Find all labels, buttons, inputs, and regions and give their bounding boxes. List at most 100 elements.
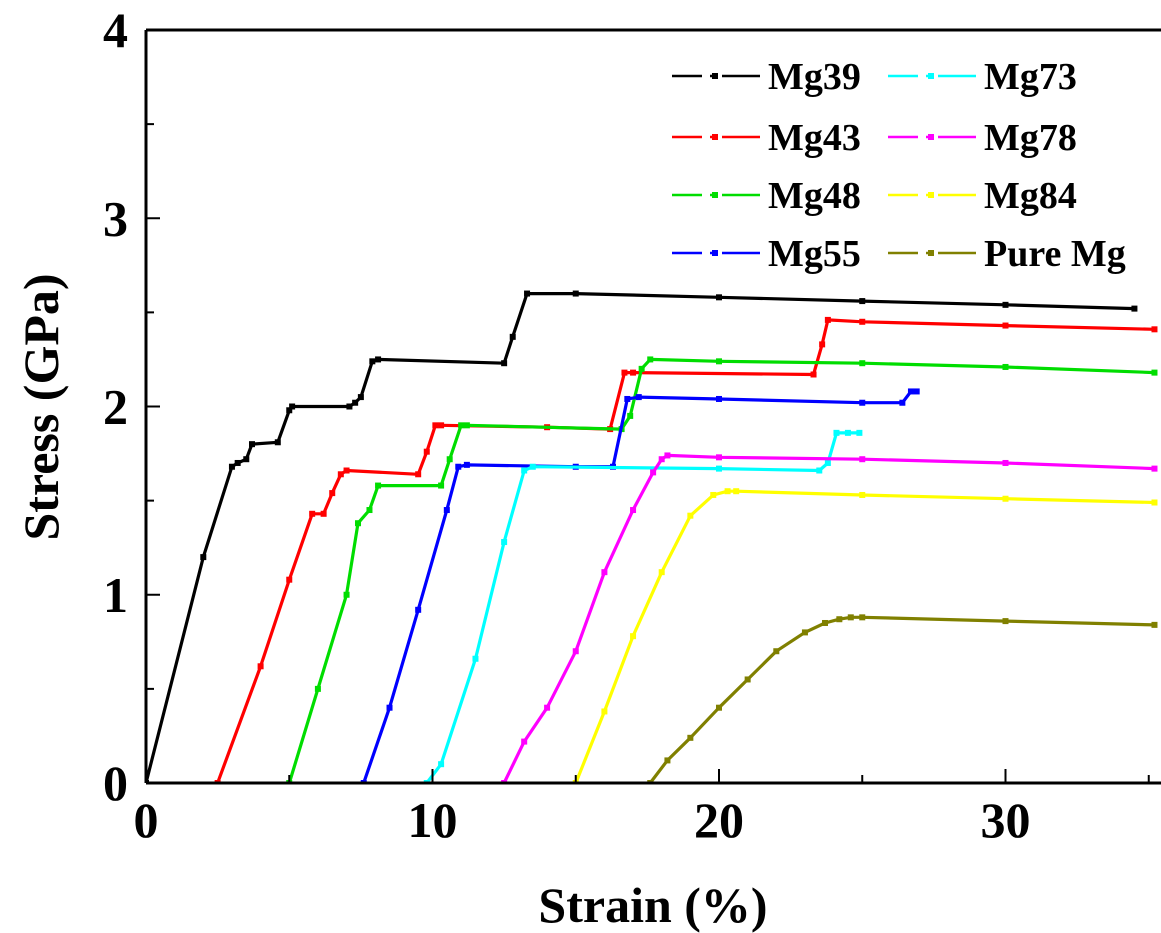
data-point — [907, 388, 914, 395]
data-point — [463, 422, 470, 429]
data-point — [1151, 369, 1158, 376]
data-point — [844, 429, 851, 436]
data-point — [386, 704, 393, 711]
data-point — [521, 467, 528, 474]
legend-label: Mg78 — [984, 117, 1077, 159]
series-pure-mg — [647, 614, 1158, 783]
data-point — [601, 708, 608, 715]
data-point — [249, 441, 256, 448]
data-point — [366, 507, 373, 514]
data-point — [859, 318, 866, 325]
data-point — [822, 619, 829, 626]
data-point — [432, 422, 439, 429]
series-layer — [146, 290, 1158, 783]
y-tick-label: 0 — [103, 755, 128, 811]
legend-item: Mg43 — [672, 117, 861, 159]
data-point — [343, 467, 350, 474]
data-point — [630, 507, 637, 514]
data-point — [824, 459, 831, 466]
data-point — [859, 399, 866, 406]
x-tick-label: 0 — [134, 792, 159, 848]
data-point — [801, 629, 808, 636]
data-point — [509, 333, 516, 340]
data-point — [859, 298, 866, 305]
data-point — [234, 459, 241, 466]
data-point — [913, 388, 920, 395]
data-point — [438, 482, 445, 489]
x-axis-title: Strain (%) — [538, 877, 767, 933]
data-point — [859, 491, 866, 498]
legend-item: Mg48 — [672, 175, 861, 217]
data-point — [810, 371, 817, 378]
data-point — [438, 422, 445, 429]
legend-marker — [928, 73, 934, 79]
legend-item: Mg73 — [888, 56, 1077, 98]
data-point — [463, 461, 470, 468]
series-mg84 — [572, 488, 1158, 783]
data-point — [1002, 459, 1009, 466]
series-mg78 — [501, 452, 1158, 783]
data-point — [309, 510, 316, 517]
data-point — [733, 488, 740, 495]
ticks-layer: 0 1 2 3 4 0 10 20 30 — [103, 2, 1150, 848]
series-mg39 — [146, 290, 1138, 783]
data-point — [544, 704, 551, 711]
data-point — [687, 512, 694, 519]
legend-marker — [712, 250, 718, 256]
data-point — [369, 358, 376, 365]
data-point — [773, 648, 780, 655]
data-point — [572, 290, 579, 297]
y-axis-title: Stress (GPa) — [13, 273, 69, 540]
data-point — [1002, 363, 1009, 370]
data-point — [664, 757, 671, 764]
y-tick-label: 4 — [103, 2, 128, 58]
series-line — [216, 318, 1157, 783]
data-point — [423, 448, 430, 455]
data-point — [1002, 322, 1009, 329]
series-line — [502, 453, 1157, 783]
legend-label: Mg43 — [768, 117, 861, 159]
data-point — [200, 554, 207, 561]
data-point — [601, 569, 608, 576]
legend-item: Pure Mg — [888, 233, 1126, 275]
data-point — [638, 365, 645, 372]
data-point — [289, 403, 296, 410]
legend-marker — [928, 250, 934, 256]
data-point — [1002, 301, 1009, 308]
series-line — [648, 615, 1157, 783]
data-point — [635, 394, 642, 401]
data-point — [899, 399, 906, 406]
legend-label: Mg39 — [768, 56, 861, 98]
data-point — [716, 294, 722, 301]
data-point — [243, 456, 250, 463]
data-point — [415, 606, 422, 613]
data-point — [1131, 305, 1138, 312]
data-point — [314, 685, 321, 692]
data-point — [286, 407, 293, 414]
legend-marker — [712, 134, 718, 140]
data-point — [1151, 465, 1158, 472]
data-point — [286, 576, 293, 583]
legend-marker — [928, 192, 934, 198]
series-mg43 — [214, 316, 1158, 783]
data-point — [824, 316, 831, 323]
data-point — [320, 510, 327, 517]
data-point — [228, 463, 235, 470]
legend-item: Mg84 — [888, 175, 1077, 217]
legend-item: Mg55 — [672, 233, 861, 275]
data-point — [836, 616, 843, 623]
data-point — [257, 663, 264, 670]
data-point — [647, 356, 654, 363]
series-line — [425, 431, 862, 783]
data-point — [352, 399, 359, 406]
data-point — [664, 452, 671, 459]
x-tick-label: 20 — [694, 792, 744, 848]
data-point — [627, 412, 634, 419]
data-point — [658, 456, 665, 463]
data-point — [1151, 326, 1158, 333]
data-point — [458, 422, 465, 429]
legend-label: Mg84 — [984, 175, 1077, 217]
data-point — [443, 507, 450, 514]
data-point — [357, 394, 364, 401]
data-point — [446, 456, 453, 463]
